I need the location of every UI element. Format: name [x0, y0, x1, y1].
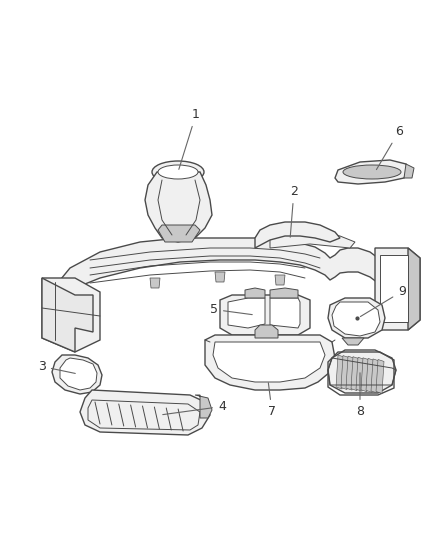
Polygon shape — [328, 298, 385, 338]
Polygon shape — [58, 295, 95, 330]
Polygon shape — [213, 342, 325, 382]
Text: 1: 1 — [179, 108, 200, 169]
Text: 3: 3 — [38, 360, 75, 374]
Polygon shape — [275, 275, 285, 285]
Polygon shape — [42, 278, 100, 352]
Ellipse shape — [152, 161, 204, 183]
Polygon shape — [60, 358, 97, 390]
Polygon shape — [52, 290, 93, 332]
Polygon shape — [328, 350, 396, 393]
Polygon shape — [228, 298, 265, 328]
Polygon shape — [52, 238, 382, 310]
Text: 6: 6 — [376, 125, 403, 169]
Polygon shape — [335, 160, 408, 184]
Polygon shape — [380, 255, 408, 322]
Polygon shape — [245, 288, 265, 298]
Polygon shape — [215, 272, 225, 282]
Ellipse shape — [343, 165, 401, 179]
Text: 8: 8 — [356, 373, 364, 418]
Polygon shape — [255, 222, 340, 248]
Polygon shape — [220, 295, 310, 335]
Polygon shape — [80, 390, 210, 435]
Polygon shape — [361, 358, 369, 392]
Polygon shape — [270, 298, 300, 328]
Polygon shape — [158, 225, 200, 242]
Polygon shape — [270, 288, 298, 298]
Polygon shape — [52, 355, 102, 394]
Polygon shape — [408, 248, 420, 330]
Polygon shape — [42, 278, 93, 352]
Text: 9: 9 — [360, 285, 406, 317]
Polygon shape — [336, 355, 344, 389]
Polygon shape — [404, 164, 414, 178]
Polygon shape — [332, 302, 380, 336]
Ellipse shape — [158, 165, 198, 179]
Polygon shape — [351, 357, 359, 391]
Polygon shape — [376, 359, 384, 393]
Polygon shape — [255, 325, 278, 338]
Polygon shape — [205, 335, 335, 390]
Text: 7: 7 — [268, 383, 276, 418]
Text: 2: 2 — [290, 185, 298, 237]
Polygon shape — [53, 290, 93, 332]
Polygon shape — [356, 357, 364, 391]
Polygon shape — [341, 356, 349, 390]
Polygon shape — [371, 359, 379, 393]
Polygon shape — [342, 338, 364, 345]
Polygon shape — [270, 232, 355, 248]
Text: 4: 4 — [163, 400, 226, 415]
Polygon shape — [346, 356, 354, 390]
Polygon shape — [375, 248, 420, 330]
Text: 5: 5 — [210, 303, 252, 316]
Polygon shape — [195, 395, 212, 418]
Polygon shape — [366, 358, 374, 392]
Polygon shape — [145, 172, 212, 242]
Polygon shape — [150, 278, 160, 288]
